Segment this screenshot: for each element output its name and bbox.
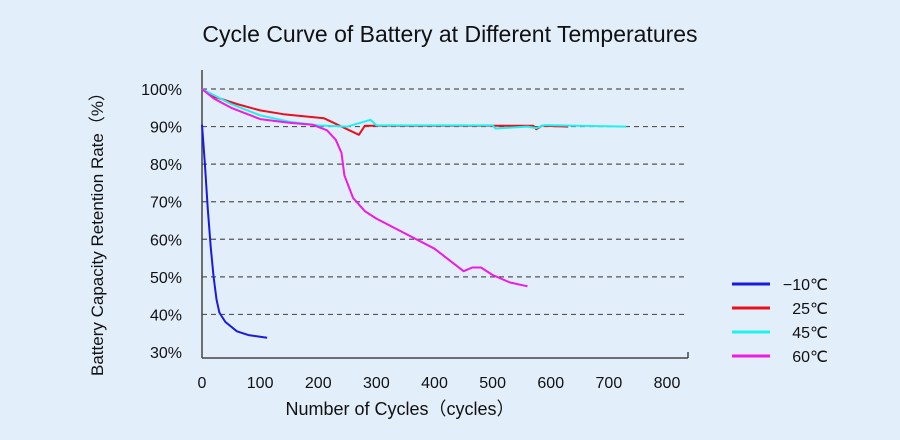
y-tick-label: 100% xyxy=(141,82,182,99)
x-tick-label: 200 xyxy=(305,375,332,392)
chart-title: Cycle Curve of Battery at Different Temp… xyxy=(202,21,697,47)
legend-label: −10℃ xyxy=(783,277,828,294)
y-axis-label: Battery Capacity Retention Rate（%） xyxy=(88,84,107,376)
y-tick-label: 70% xyxy=(150,195,182,212)
y-tick-label: 40% xyxy=(150,307,182,324)
x-axis-label: Number of Cycles（cycles） xyxy=(285,399,514,419)
x-tick-label: 800 xyxy=(654,375,681,392)
legend-label: 25℃ xyxy=(792,301,828,318)
x-tick-label: 600 xyxy=(537,375,564,392)
legend-label: 45℃ xyxy=(792,325,828,342)
x-tick-label: 500 xyxy=(479,375,506,392)
x-tick-label: 100 xyxy=(247,375,274,392)
series-line xyxy=(201,124,268,339)
y-tick-label: 60% xyxy=(150,232,182,249)
x-tick-label: 300 xyxy=(363,375,390,392)
y-tick-label: 50% xyxy=(150,270,182,287)
series-line xyxy=(201,88,528,288)
y-tick-label: 90% xyxy=(150,120,182,137)
x-tick-label: 0 xyxy=(198,375,207,392)
series-line xyxy=(201,88,627,130)
y-tick-label: 80% xyxy=(150,157,182,174)
x-tick-label: 400 xyxy=(421,375,448,392)
y-tick-label: 30% xyxy=(150,345,182,362)
x-tick-label: 700 xyxy=(596,375,623,392)
legend-label: 60℃ xyxy=(792,349,828,366)
